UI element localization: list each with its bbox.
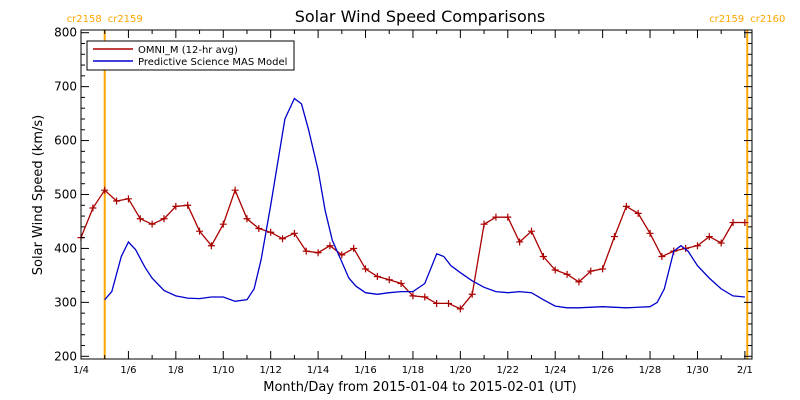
data-point-omni	[385, 276, 393, 284]
data-point-omni	[599, 265, 607, 273]
cr-marker-label-right: cr2160	[750, 14, 785, 25]
data-point-omni	[527, 227, 535, 235]
cr-marker-label-right: cr2159	[108, 14, 143, 25]
x-tick-label: 1/16	[354, 365, 376, 376]
data-point-omni	[326, 242, 334, 250]
x-tick-label: 1/14	[307, 365, 329, 376]
data-point-omni	[539, 253, 547, 261]
data-point-omni	[243, 215, 251, 223]
data-point-omni	[717, 239, 725, 247]
y-tick-label: 800	[54, 26, 77, 40]
data-point-omni	[492, 213, 500, 221]
data-point-omni	[338, 251, 346, 259]
y-tick-label: 300	[54, 295, 77, 309]
x-tick-label: 1/8	[168, 365, 184, 376]
legend-label-omni: OMNI_M (12-hr avg)	[138, 45, 238, 56]
x-tick-label: 1/22	[497, 365, 519, 376]
data-point-omni	[184, 201, 192, 209]
data-point-omni	[362, 265, 370, 273]
data-point-omni	[504, 213, 512, 221]
x-tick-label: 1/28	[639, 365, 661, 376]
data-point-omni	[575, 278, 583, 286]
cr-marker-label-left: cr2159	[709, 14, 744, 25]
chart-title: Solar Wind Speed Comparisons	[295, 7, 546, 26]
data-point-omni	[729, 219, 737, 227]
data-point-omni	[646, 229, 654, 237]
data-point-omni	[350, 244, 358, 252]
x-tick-label: 1/10	[212, 365, 234, 376]
data-point-omni	[124, 195, 132, 203]
cr-marker-label-left: cr2158	[67, 14, 102, 25]
data-point-omni	[516, 238, 524, 246]
data-point-omni	[172, 202, 180, 210]
data-point-omni	[89, 204, 97, 212]
x-tick-label: 1/6	[120, 365, 136, 376]
data-point-omni	[302, 247, 310, 255]
data-point-omni	[255, 224, 263, 232]
data-point-omni	[160, 215, 168, 223]
legend: OMNI_M (12-hr avg) Predictive Science MA…	[86, 40, 295, 71]
series-line-mas	[104, 97, 745, 309]
axes: 200 300 400 500 600 700 800 1/4 1/6 1/8 1/10 1/12 1/…	[54, 26, 753, 376]
data-point-omni	[480, 220, 488, 228]
x-tick-label: 1/18	[402, 365, 424, 376]
data-point-omni	[456, 305, 464, 313]
y-tick-label: 700	[54, 80, 77, 94]
y-tick-label: 500	[54, 188, 77, 202]
data-point-omni	[409, 292, 417, 300]
data-point-omni	[219, 220, 227, 228]
data-point-omni	[397, 279, 405, 287]
data-point-omni	[267, 228, 275, 236]
data-point-omni	[290, 229, 298, 237]
data-point-omni	[136, 215, 144, 223]
data-point-omni	[563, 270, 571, 278]
data-point-omni	[622, 202, 630, 210]
data-point-omni	[113, 197, 121, 205]
x-tick-label: 2/1	[737, 365, 753, 376]
data-point-omni	[468, 290, 476, 298]
data-point-omni	[634, 209, 642, 217]
data-point-omni	[207, 242, 215, 250]
x-tick-label: 1/20	[449, 365, 471, 376]
series-layer	[77, 97, 749, 313]
data-point-omni	[445, 299, 453, 307]
data-point-omni	[693, 242, 701, 250]
data-point-omni	[587, 267, 595, 275]
data-point-omni	[682, 244, 690, 252]
x-tick-label: 1/4	[73, 365, 89, 376]
data-point-omni	[314, 249, 322, 257]
data-point-omni	[551, 266, 559, 274]
data-point-omni	[148, 220, 156, 228]
data-point-omni	[231, 186, 239, 194]
y-tick-label: 600	[54, 134, 77, 148]
y-axis-label: Solar Wind Speed (km/s)	[31, 115, 46, 275]
data-point-omni	[421, 293, 429, 301]
x-tick-label: 1/26	[591, 365, 613, 376]
x-tick-label: 1/12	[259, 365, 281, 376]
x-axis-label: Month/Day from 2015-01-04 to 2015-02-01 …	[263, 380, 576, 395]
data-point-omni	[196, 227, 204, 235]
data-point-omni	[658, 253, 666, 261]
data-point-omni	[705, 233, 713, 241]
x-tick-label: 1/24	[544, 365, 566, 376]
data-point-omni	[610, 233, 618, 241]
data-point-omni	[373, 272, 381, 280]
x-tick-label: 1/30	[686, 365, 708, 376]
data-point-omni	[279, 235, 287, 243]
y-tick-label: 400	[54, 241, 77, 255]
y-tick-label: 200	[54, 349, 77, 363]
legend-label-mas: Predictive Science MAS Model	[138, 57, 287, 68]
data-point-omni	[101, 186, 109, 194]
data-point-omni	[433, 299, 441, 307]
legend-box	[86, 40, 295, 71]
data-point-omni	[741, 219, 749, 227]
